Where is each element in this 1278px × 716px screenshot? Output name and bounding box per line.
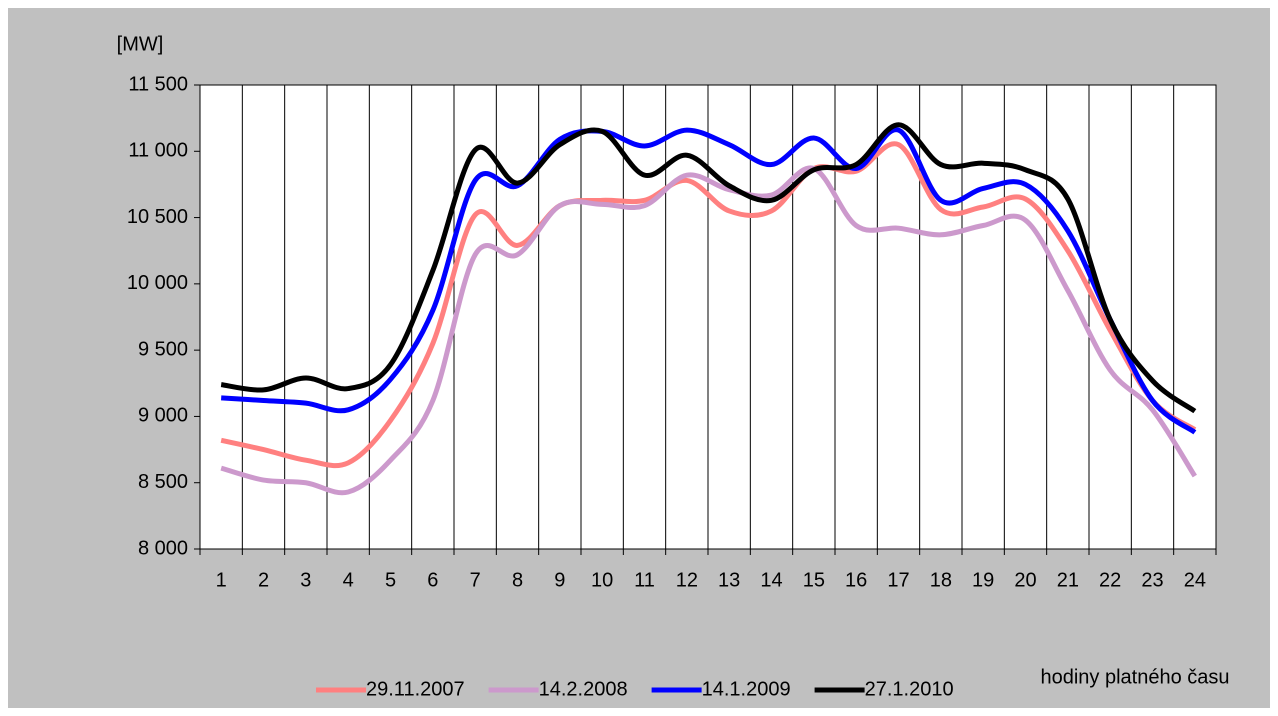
x-tick-label: 6	[427, 569, 438, 591]
x-tick-label: 14	[760, 569, 782, 591]
y-tick-label: 9 000	[138, 405, 188, 427]
x-tick-label: 10	[591, 569, 613, 591]
y-tick-label: 11 500	[128, 73, 188, 95]
series-line	[220, 122, 1197, 414]
legend-label: 14.1.2009	[702, 678, 791, 700]
x-tick-label: 23	[1141, 569, 1163, 591]
legend-label: 14.2.2008	[539, 678, 628, 700]
series-line	[220, 165, 1197, 496]
x-tick-label: 11	[634, 569, 655, 591]
x-tick-label: 1	[216, 569, 227, 591]
y-tick-label: 8 500	[138, 471, 188, 493]
x-tick-label: 2	[258, 569, 269, 591]
y-axis-label: [MW]	[117, 33, 164, 55]
x-tick-label: 5	[385, 569, 396, 591]
y-tick-label: 9 500	[138, 338, 188, 360]
x-tick-label: 3	[300, 569, 311, 591]
x-tick-label: 9	[554, 569, 565, 591]
x-tick-label: 7	[470, 569, 481, 591]
x-tick-label: 24	[1184, 569, 1206, 591]
x-tick-label: 19	[972, 569, 994, 591]
legend-label: 27.1.2010	[865, 678, 954, 700]
series-line	[221, 127, 1197, 435]
y-tick-label: 11 000	[128, 140, 188, 162]
x-tick-label: 20	[1014, 569, 1036, 591]
series-line	[220, 141, 1197, 469]
x-tick-label: 22	[1099, 569, 1121, 591]
x-tick-label: 16	[845, 569, 867, 591]
x-tick-label: 18	[930, 569, 952, 591]
x-tick-label: 12	[676, 569, 698, 591]
y-tick-label: 10 000	[127, 272, 188, 294]
y-tick-label: 10 500	[127, 206, 188, 228]
x-tick-label: 15	[803, 569, 825, 591]
y-tick-label: 8 000	[138, 537, 188, 559]
x-axis-label: hodiny platného času	[1040, 666, 1229, 688]
x-tick-label: 21	[1057, 569, 1079, 591]
legend-label: 29.11.2007	[366, 678, 465, 700]
x-tick-label: 13	[718, 569, 740, 591]
x-tick-label: 4	[343, 569, 354, 591]
x-tick-label: 17	[887, 569, 909, 591]
x-tick-label: 8	[512, 569, 523, 591]
